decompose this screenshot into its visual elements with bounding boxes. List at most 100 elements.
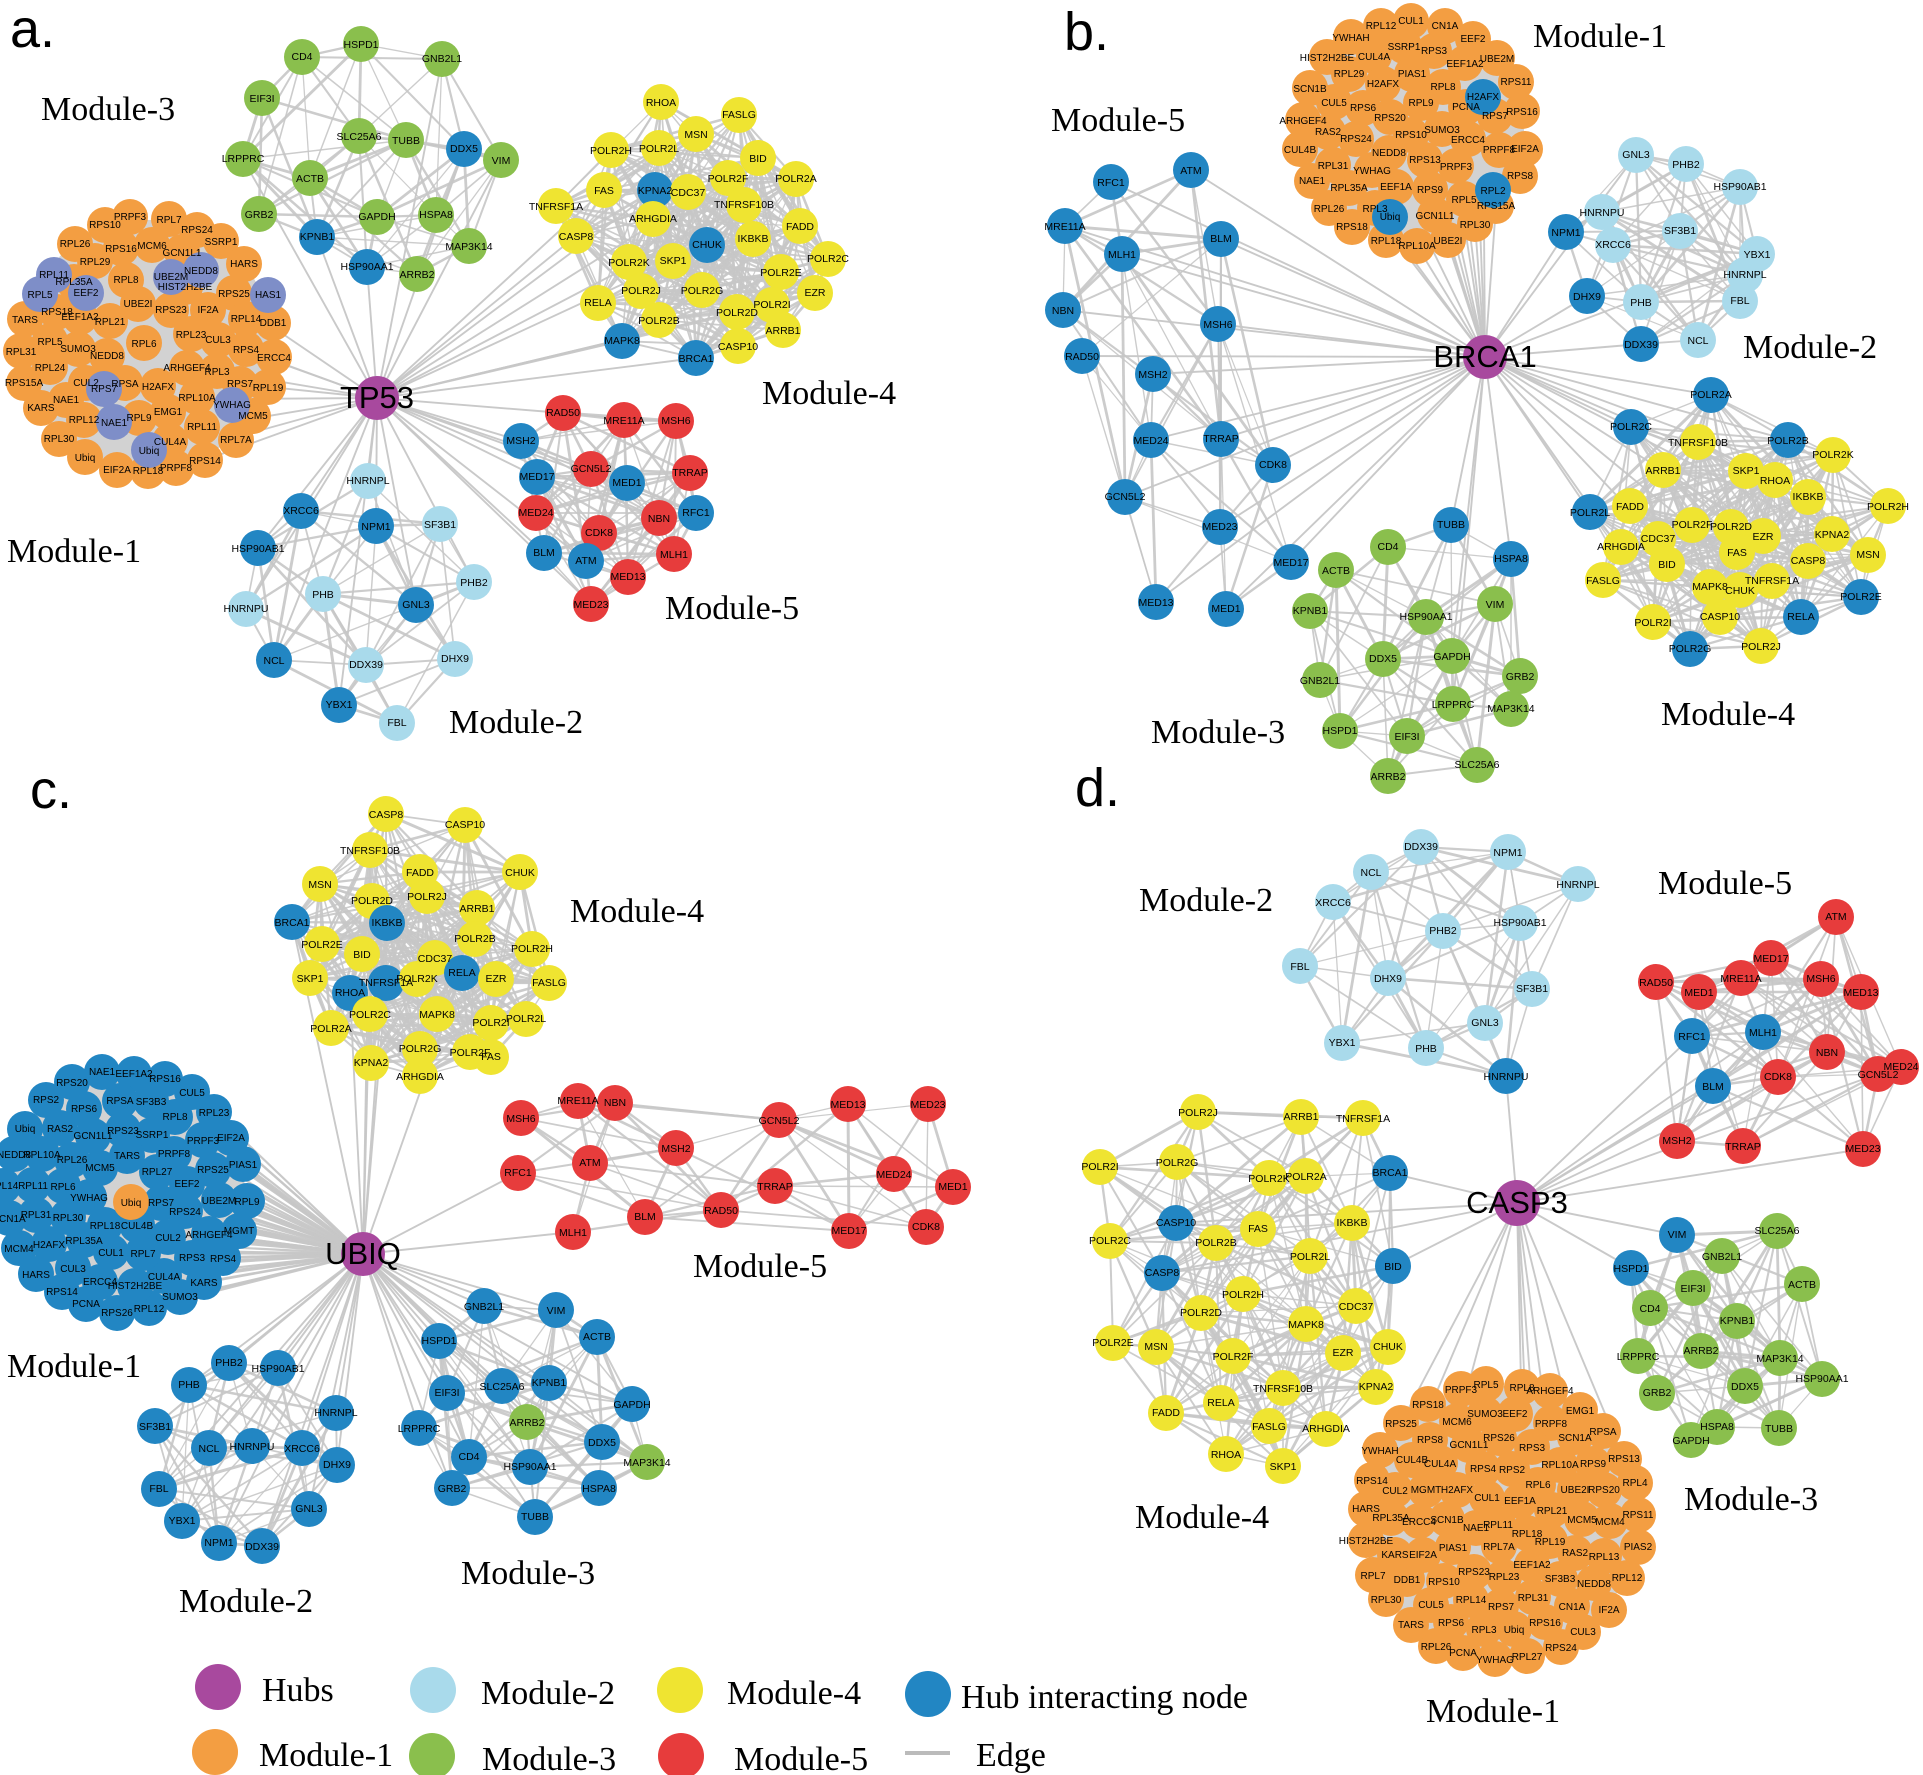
svg-text:Ubiq: Ubiq (75, 453, 96, 464)
svg-text:RPS26: RPS26 (101, 1308, 133, 1319)
svg-text:MED1: MED1 (1684, 987, 1713, 999)
svg-text:HNRNPL: HNRNPL (1556, 879, 1599, 891)
svg-text:GRB2: GRB2 (245, 209, 274, 221)
svg-text:ARHGEF4: ARHGEF4 (1526, 1386, 1574, 1397)
svg-text:MSH2: MSH2 (1662, 1135, 1691, 1147)
svg-text:FADD: FADD (1152, 1407, 1180, 1419)
svg-text:POLR2D: POLR2D (716, 307, 758, 319)
svg-text:TRRAP: TRRAP (672, 467, 708, 479)
svg-text:RAD50: RAD50 (704, 1205, 738, 1217)
svg-text:PHB2: PHB2 (460, 577, 488, 589)
svg-text:MCM5: MCM5 (238, 411, 268, 422)
svg-text:Ubiq: Ubiq (139, 446, 160, 457)
svg-text:ARRB2: ARRB2 (399, 269, 434, 281)
svg-text:KPNA2: KPNA2 (1359, 1381, 1394, 1393)
svg-text:GCN5L2: GCN5L2 (1858, 1069, 1899, 1081)
svg-text:ARHGDIA: ARHGDIA (1302, 1423, 1350, 1435)
svg-text:ERCC4: ERCC4 (1451, 135, 1485, 146)
svg-text:SUMO3: SUMO3 (60, 344, 96, 355)
svg-text:RHOA: RHOA (646, 97, 676, 109)
svg-text:MLH1: MLH1 (1749, 1027, 1777, 1039)
svg-text:XRCC6: XRCC6 (1595, 239, 1631, 251)
svg-text:MCM5: MCM5 (1567, 1515, 1597, 1526)
svg-text:HIST2H2BE: HIST2H2BE (1339, 1536, 1394, 1547)
svg-text:UBE2M: UBE2M (1480, 54, 1514, 65)
svg-text:KPNB1: KPNB1 (1720, 1315, 1755, 1327)
svg-text:FAS: FAS (481, 1051, 501, 1063)
svg-text:MSH6: MSH6 (1806, 973, 1835, 985)
svg-text:ARRB2: ARRB2 (509, 1417, 544, 1429)
svg-text:CUL4B: CUL4B (1284, 145, 1317, 156)
svg-text:GCN5L2: GCN5L2 (759, 1115, 800, 1127)
svg-text:MED1: MED1 (612, 477, 641, 489)
svg-text:RPS13: RPS13 (1608, 1454, 1640, 1465)
svg-text:NEDD8: NEDD8 (184, 266, 218, 277)
svg-text:TNFRSF1A: TNFRSF1A (1745, 575, 1799, 587)
svg-text:RPL3: RPL3 (1362, 204, 1387, 215)
svg-text:MAPK8: MAPK8 (419, 1009, 455, 1021)
svg-text:CUL5: CUL5 (1418, 1600, 1444, 1611)
svg-text:EEF2: EEF2 (1502, 1409, 1527, 1420)
svg-text:VIM: VIM (547, 1305, 566, 1317)
svg-text:PRPF3: PRPF3 (114, 212, 147, 223)
svg-text:RPL14: RPL14 (231, 314, 262, 325)
svg-text:RPL3: RPL3 (204, 367, 229, 378)
svg-text:CDK8: CDK8 (1259, 459, 1287, 471)
svg-text:RELA: RELA (448, 967, 475, 979)
svg-text:HSP90AA1: HSP90AA1 (503, 1461, 556, 1473)
svg-text:TRRAP: TRRAP (1203, 433, 1239, 445)
svg-text:RPSA: RPSA (106, 1096, 134, 1107)
svg-text:RPL6: RPL6 (1525, 1480, 1550, 1491)
svg-text:RPS6: RPS6 (1438, 1618, 1465, 1629)
svg-text:YBX1: YBX1 (1744, 249, 1771, 261)
svg-text:POLR2G: POLR2G (1669, 643, 1712, 655)
svg-text:EMG1: EMG1 (1566, 1406, 1595, 1417)
svg-text:RPL18: RPL18 (1512, 1529, 1543, 1540)
svg-text:KPNA2: KPNA2 (638, 185, 673, 197)
svg-text:Module-3: Module-3 (482, 1741, 616, 1775)
svg-text:FAS: FAS (594, 185, 614, 197)
svg-text:HSPD1: HSPD1 (421, 1335, 456, 1347)
svg-text:LRPPRC: LRPPRC (1617, 1351, 1660, 1363)
svg-text:RPL6: RPL6 (50, 1182, 75, 1193)
svg-text:EIF3I: EIF3I (1394, 731, 1419, 743)
svg-text:DHX9: DHX9 (1573, 291, 1601, 303)
svg-text:MLH1: MLH1 (660, 549, 688, 561)
svg-text:EIF3I: EIF3I (434, 1387, 459, 1399)
svg-text:GNB2L1: GNB2L1 (464, 1301, 504, 1313)
svg-text:RPS23: RPS23 (107, 1126, 139, 1137)
svg-text:ATM: ATM (579, 1157, 600, 1169)
svg-text:RPL11: RPL11 (1483, 1520, 1513, 1531)
svg-text:UBE2M: UBE2M (154, 272, 188, 283)
svg-text:GNB2L1: GNB2L1 (422, 53, 462, 65)
svg-text:CHUK: CHUK (692, 239, 722, 251)
svg-text:NBN: NBN (604, 1097, 626, 1109)
svg-text:Ubiq: Ubiq (1504, 1625, 1525, 1636)
svg-text:Hubs: Hubs (262, 1672, 334, 1709)
svg-text:RPS2: RPS2 (1499, 1465, 1526, 1476)
svg-text:KPNB1: KPNB1 (1293, 605, 1328, 617)
svg-text:RPL27: RPL27 (142, 1167, 173, 1178)
svg-text:HAS1: HAS1 (255, 290, 282, 301)
svg-text:Module-4: Module-4 (1135, 1499, 1269, 1536)
svg-text:UBE2I: UBE2I (1561, 1485, 1590, 1496)
svg-text:PRPF3: PRPF3 (1440, 162, 1473, 173)
svg-text:Module-4: Module-4 (570, 893, 704, 930)
svg-text:POLR2H: POLR2H (1867, 501, 1909, 513)
svg-text:RPS10: RPS10 (89, 220, 121, 231)
svg-text:BLM: BLM (1210, 233, 1232, 245)
svg-text:HNRNPU: HNRNPU (1484, 1071, 1529, 1083)
svg-text:RPL30: RPL30 (1371, 1595, 1402, 1606)
svg-text:RPS23: RPS23 (155, 305, 187, 316)
svg-text:NAE1: NAE1 (1463, 1523, 1490, 1534)
svg-text:KARS: KARS (190, 1278, 218, 1289)
svg-text:MLH1: MLH1 (1108, 249, 1136, 261)
svg-text:RPL21: RPL21 (95, 317, 126, 328)
svg-text:MAP3K14: MAP3K14 (623, 1457, 670, 1469)
svg-text:POLR2G: POLR2G (681, 285, 724, 297)
svg-text:GAPDH: GAPDH (358, 211, 395, 223)
svg-text:RPL35A: RPL35A (55, 277, 93, 288)
svg-text:HSPA8: HSPA8 (1494, 553, 1528, 565)
svg-text:FBL: FBL (387, 717, 406, 729)
svg-text:ARHGEF4: ARHGEF4 (1279, 116, 1327, 127)
